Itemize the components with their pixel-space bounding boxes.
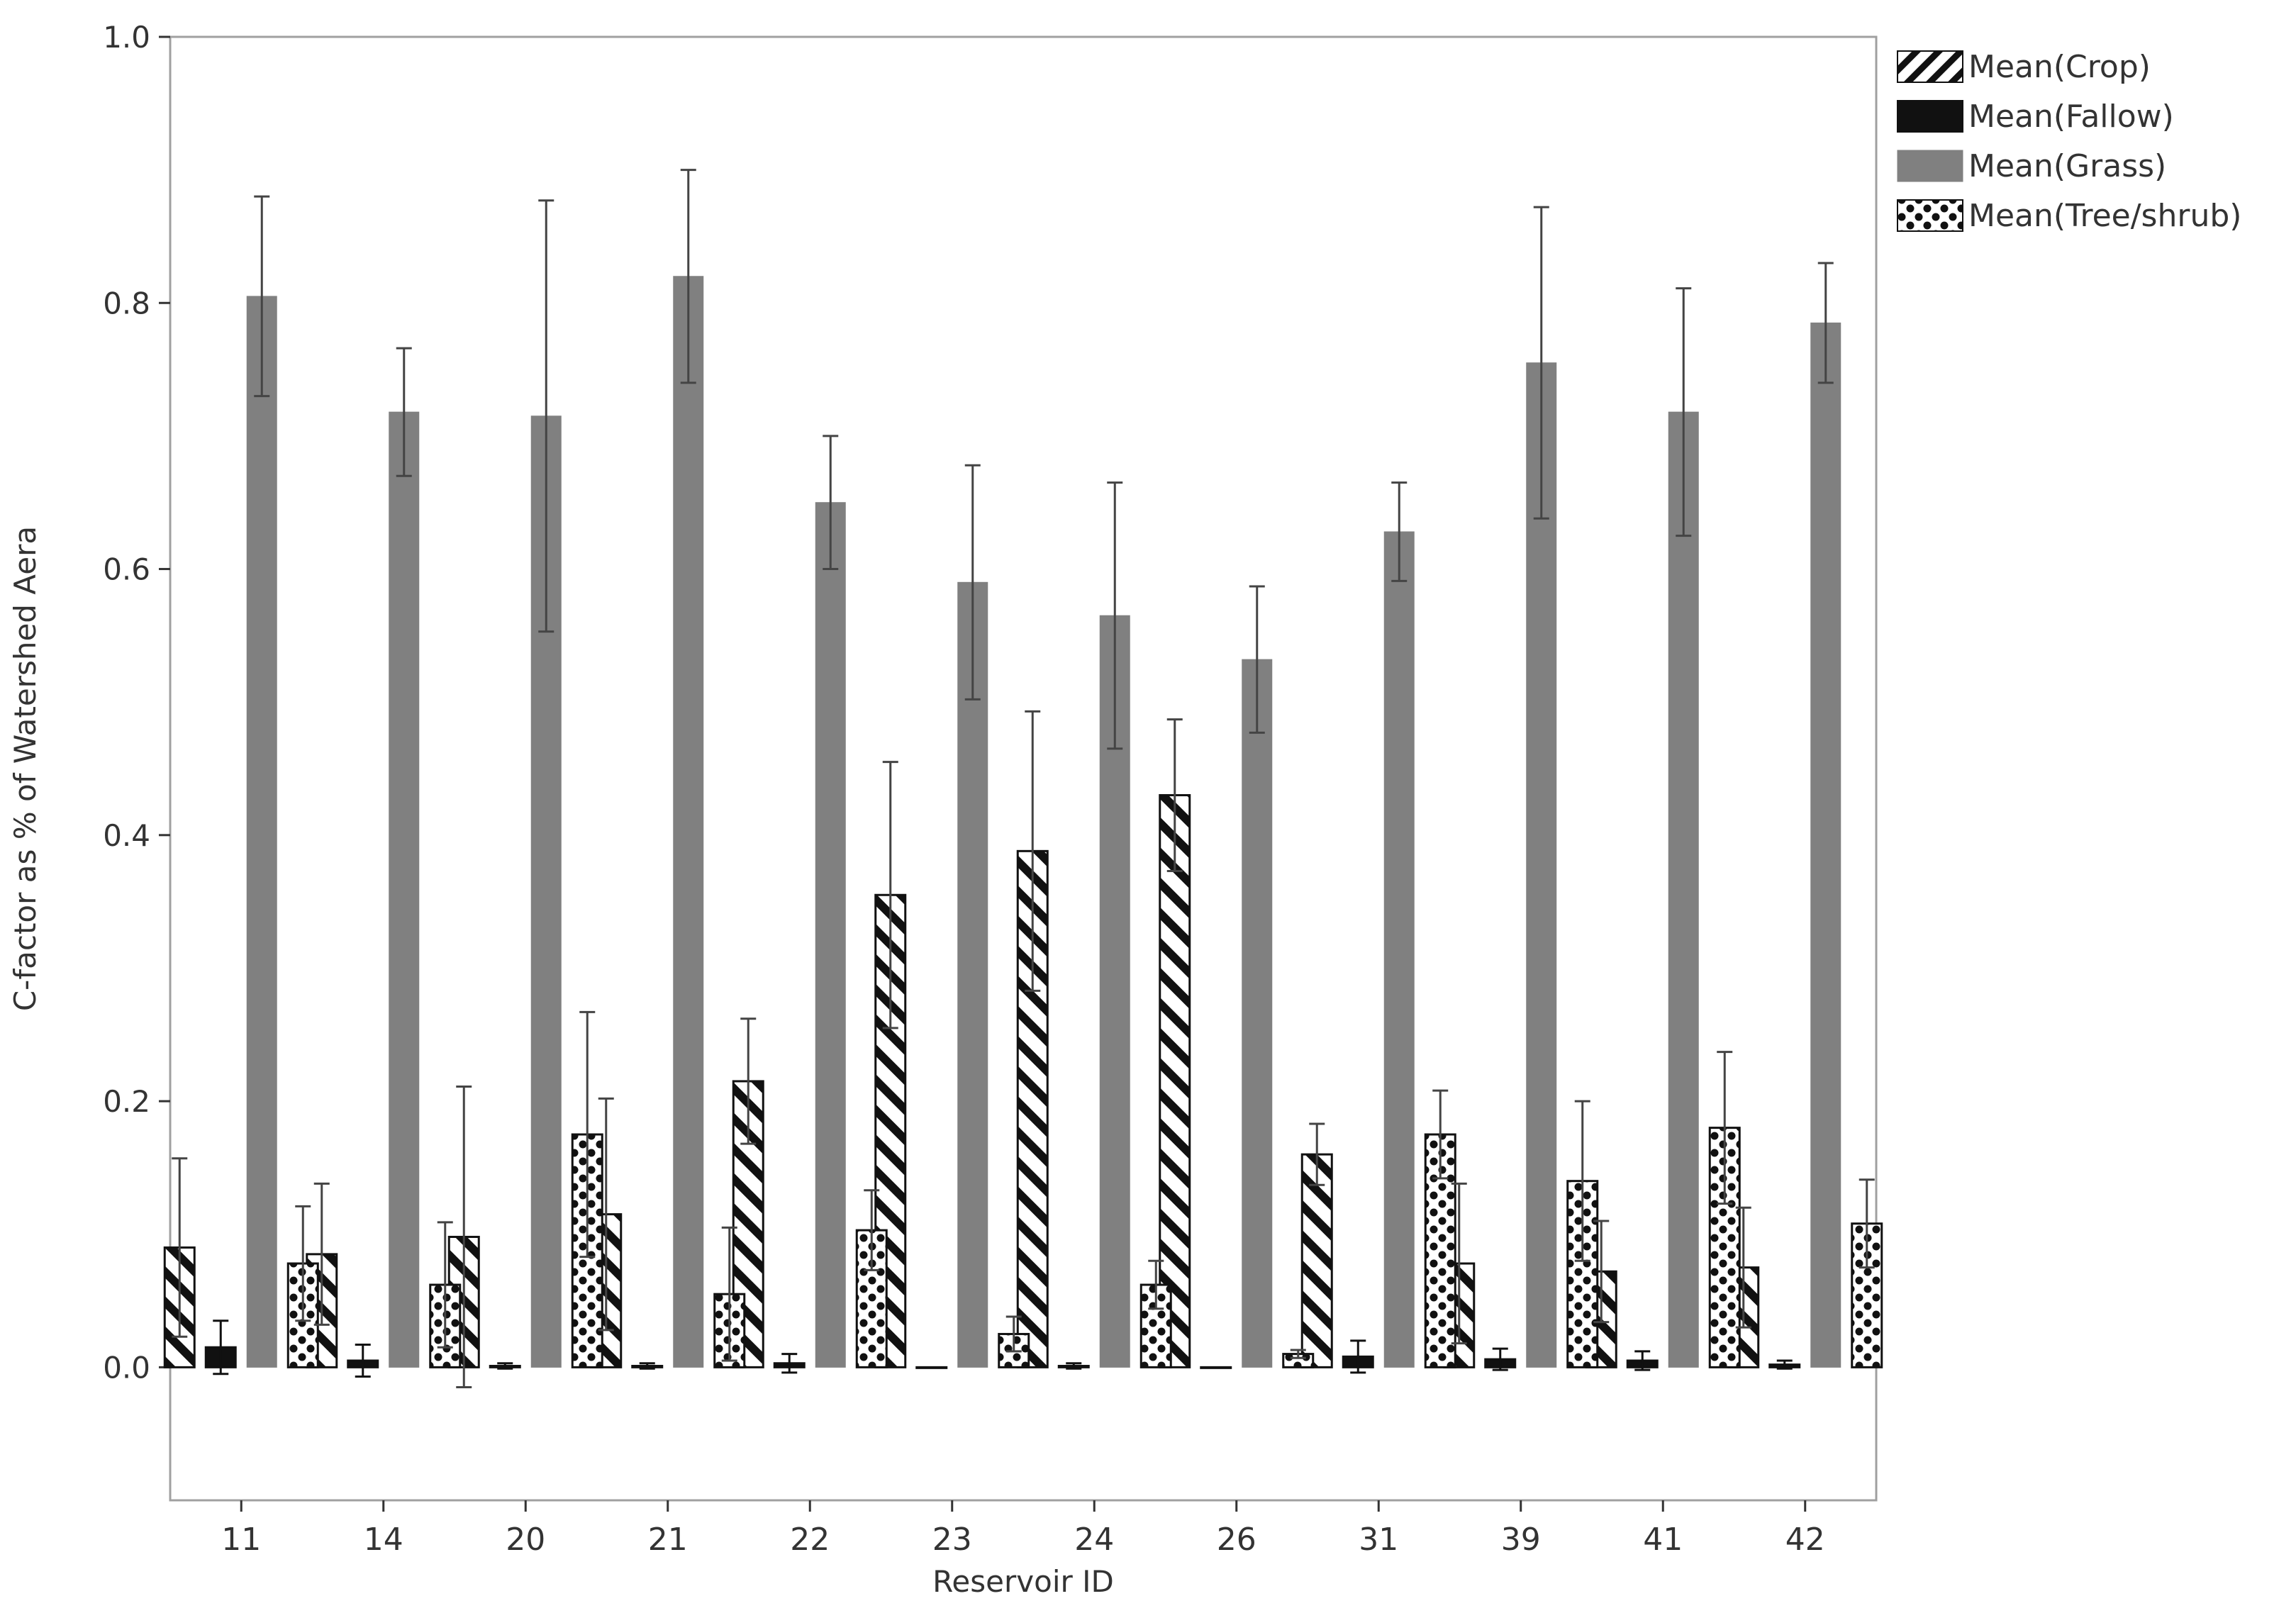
error-bars <box>172 169 1875 1389</box>
x-tick-label: 14 <box>364 1522 403 1558</box>
bar-grass <box>815 502 846 1368</box>
bar-grass <box>673 276 704 1368</box>
y-tick-label: 0.0 <box>103 1350 150 1385</box>
x-tick-label: 41 <box>1643 1522 1683 1558</box>
x-tick-label: 24 <box>1074 1522 1114 1558</box>
x-tick-label: 21 <box>648 1522 688 1558</box>
legend-label-grass: Mean(Grass) <box>1968 148 2166 184</box>
bar-grass <box>1383 531 1415 1368</box>
x-tick-label: 42 <box>1785 1522 1825 1558</box>
x-tick-label: 23 <box>932 1522 972 1558</box>
y-axis-label: C-factor as % of Watershed Aera <box>8 526 43 1011</box>
bar-grass <box>957 581 988 1368</box>
x-tick-label: 11 <box>221 1522 261 1558</box>
legend-label-fallow: Mean(Fallow) <box>1968 99 2174 135</box>
y-tick-label: 0.8 <box>103 286 150 320</box>
bar-crop <box>1159 794 1191 1368</box>
y-tick-label: 1.0 <box>103 20 150 55</box>
legend-swatch-crop <box>1897 50 1963 83</box>
x-tick-label: 39 <box>1501 1522 1541 1558</box>
legend-swatch-tree-shrub <box>1897 199 1963 232</box>
bar-fallow <box>915 1366 948 1369</box>
x-tick-label: 22 <box>790 1522 830 1558</box>
x-tick-label: 31 <box>1359 1522 1398 1558</box>
x-tick-label: 26 <box>1217 1522 1256 1558</box>
bar-fallow <box>1200 1366 1232 1369</box>
y-tick-label: 0.6 <box>103 552 150 587</box>
legend-label-crop: Mean(Crop) <box>1968 49 2151 85</box>
y-tick-label: 0.2 <box>103 1084 150 1119</box>
bar-groups <box>163 276 1883 1369</box>
legend-label-tree-shrub: Mean(Tree/shrub) <box>1968 198 2241 234</box>
bar-grass <box>1242 659 1273 1368</box>
bar-grass <box>246 296 277 1368</box>
legend-swatch-grass <box>1897 150 1963 182</box>
x-tick-label: 20 <box>506 1522 545 1558</box>
plot-frame <box>169 35 1878 1502</box>
bar-grass <box>1668 411 1699 1368</box>
bar-grass <box>1810 322 1841 1368</box>
legend-swatch-fallow <box>1897 100 1963 133</box>
y-tick-label: 0.4 <box>103 818 150 853</box>
x-axis-label: Reservoir ID <box>932 1564 1114 1599</box>
y-axis: 0.0 0.2 0.4 0.6 0.8 1.0 <box>103 20 170 1385</box>
bar-crop <box>1300 1153 1333 1368</box>
legend: Mean(Crop) Mean(Fallow) Mean(Grass) Mean(Tr… <box>1897 49 2241 234</box>
bar-grass <box>389 411 420 1368</box>
bar-grass <box>1526 362 1557 1368</box>
x-axis: 11 14 20 21 22 23 24 26 31 39 41 42 <box>221 1500 1825 1558</box>
